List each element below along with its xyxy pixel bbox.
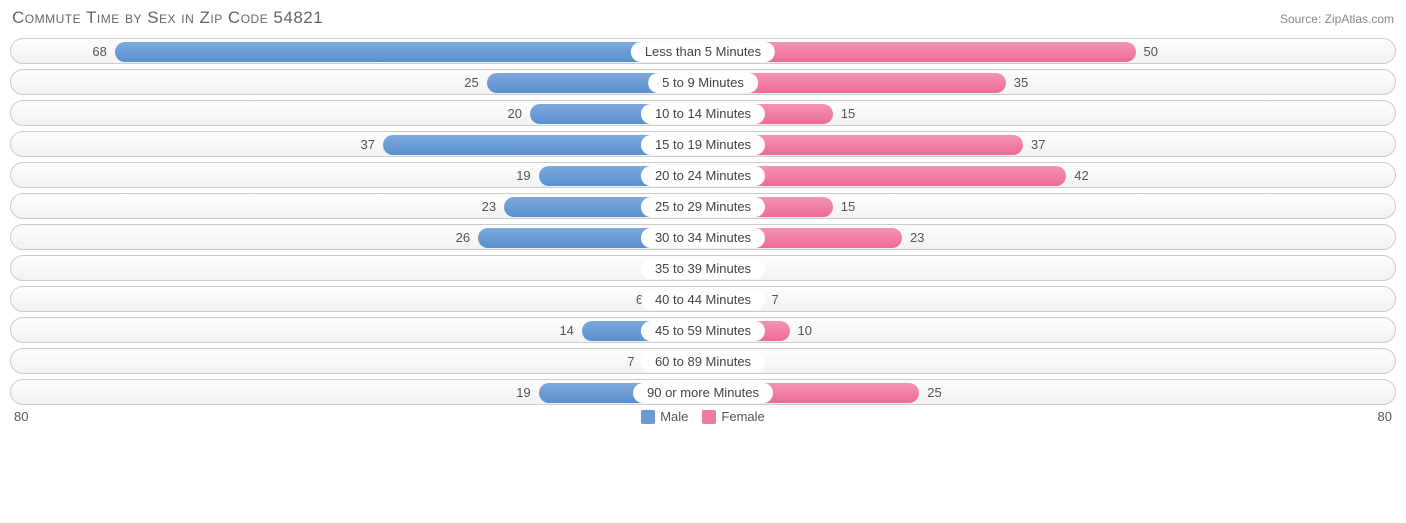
category-label: 60 to 89 Minutes	[641, 352, 765, 372]
male-value: 14	[559, 318, 573, 344]
female-value: 35	[1014, 70, 1028, 96]
table-row: 68 50 Less than 5 Minutes	[10, 38, 1396, 64]
female-value: 37	[1031, 132, 1045, 158]
category-label: 25 to 29 Minutes	[641, 197, 765, 217]
male-value: 23	[482, 194, 496, 220]
female-value: 42	[1074, 163, 1088, 189]
female-value: 7	[772, 287, 779, 313]
table-row: 3035 to 39 Minutes	[10, 255, 1396, 281]
chart-title: Commute Time by Sex in Zip Code 54821	[12, 8, 323, 28]
female-value: 10	[798, 318, 812, 344]
male-value: 19	[516, 163, 530, 189]
category-label: 15 to 19 Minutes	[641, 135, 765, 155]
female-value: 25	[927, 380, 941, 406]
table-row: 26 23 30 to 34 Minutes	[10, 224, 1396, 250]
chart-source: Source: ZipAtlas.com	[1280, 12, 1394, 26]
male-value: 25	[464, 70, 478, 96]
category-label: 5 to 9 Minutes	[648, 73, 758, 93]
axis-row: 80 Male Female 80	[10, 409, 1396, 424]
legend-label-male: Male	[660, 409, 688, 424]
table-row: 37 37 15 to 19 Minutes	[10, 131, 1396, 157]
legend: Male Female	[641, 409, 765, 424]
male-value: 7	[627, 349, 634, 375]
table-row: 19 25 90 or more Minutes	[10, 379, 1396, 405]
table-row: 7060 to 89 Minutes	[10, 348, 1396, 374]
category-label: 30 to 34 Minutes	[641, 228, 765, 248]
category-label: 45 to 59 Minutes	[641, 321, 765, 341]
axis-right-max: 80	[1378, 409, 1392, 424]
female-value: 50	[1144, 39, 1158, 65]
female-value: 23	[910, 225, 924, 251]
male-value: 19	[516, 380, 530, 406]
table-row: 20 15 10 to 14 Minutes	[10, 100, 1396, 126]
male-value: 26	[456, 225, 470, 251]
table-row: 25 35 5 to 9 Minutes	[10, 69, 1396, 95]
table-row: 23 15 25 to 29 Minutes	[10, 193, 1396, 219]
male-swatch-icon	[641, 410, 655, 424]
category-label: 35 to 39 Minutes	[641, 259, 765, 279]
male-value: 68	[92, 39, 106, 65]
male-value: 37	[360, 132, 374, 158]
table-row: 14 10 45 to 59 Minutes	[10, 317, 1396, 343]
female-value: 15	[841, 101, 855, 127]
legend-label-female: Female	[721, 409, 764, 424]
commute-chart: Commute Time by Sex in Zip Code 54821 So…	[0, 0, 1406, 428]
male-value: 20	[508, 101, 522, 127]
category-label: Less than 5 Minutes	[631, 42, 775, 62]
legend-item-female: Female	[702, 409, 764, 424]
category-label: 90 or more Minutes	[633, 383, 773, 403]
table-row: 19 42 20 to 24 Minutes	[10, 162, 1396, 188]
chart-rows: 68 50 Less than 5 Minutes 25 35 5 to 9 Minute…	[10, 38, 1396, 405]
category-label: 40 to 44 Minutes	[641, 290, 765, 310]
table-row: 6740 to 44 Minutes	[10, 286, 1396, 312]
male-bar	[115, 42, 703, 62]
axis-left-max: 80	[14, 409, 28, 424]
category-label: 10 to 14 Minutes	[641, 104, 765, 124]
chart-header: Commute Time by Sex in Zip Code 54821 So…	[10, 8, 1396, 28]
female-swatch-icon	[702, 410, 716, 424]
female-value: 15	[841, 194, 855, 220]
category-label: 20 to 24 Minutes	[641, 166, 765, 186]
legend-item-male: Male	[641, 409, 688, 424]
